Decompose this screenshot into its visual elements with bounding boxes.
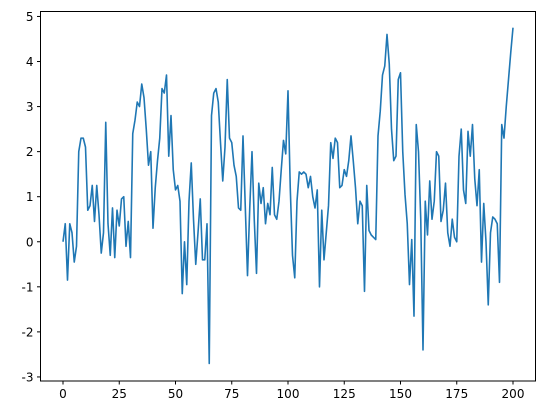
y-tick-label: 5	[26, 10, 34, 24]
y-tick-label: 3	[26, 100, 34, 114]
x-tick-label: 150	[389, 387, 412, 401]
y-tick-label: 1	[26, 190, 34, 204]
x-tick-label: 25	[112, 387, 127, 401]
y-tick-label: 4	[26, 55, 34, 69]
x-tick-label: 125	[333, 387, 356, 401]
y-tick-label: 2	[26, 145, 34, 159]
y-tick-label: -2	[22, 325, 34, 339]
x-tick-label: 75	[224, 387, 239, 401]
x-tick-label: 200	[502, 387, 525, 401]
y-tick-label: 0	[26, 235, 34, 249]
x-tick-label: 100	[277, 387, 300, 401]
y-tick-label: -3	[22, 370, 34, 384]
x-tick-label: 50	[168, 387, 183, 401]
data-line	[62, 27, 514, 365]
y-tick-label: -1	[22, 280, 34, 294]
axes-frame	[40, 11, 536, 382]
x-tick-label: 0	[59, 387, 67, 401]
x-tick-label: 175	[445, 387, 468, 401]
